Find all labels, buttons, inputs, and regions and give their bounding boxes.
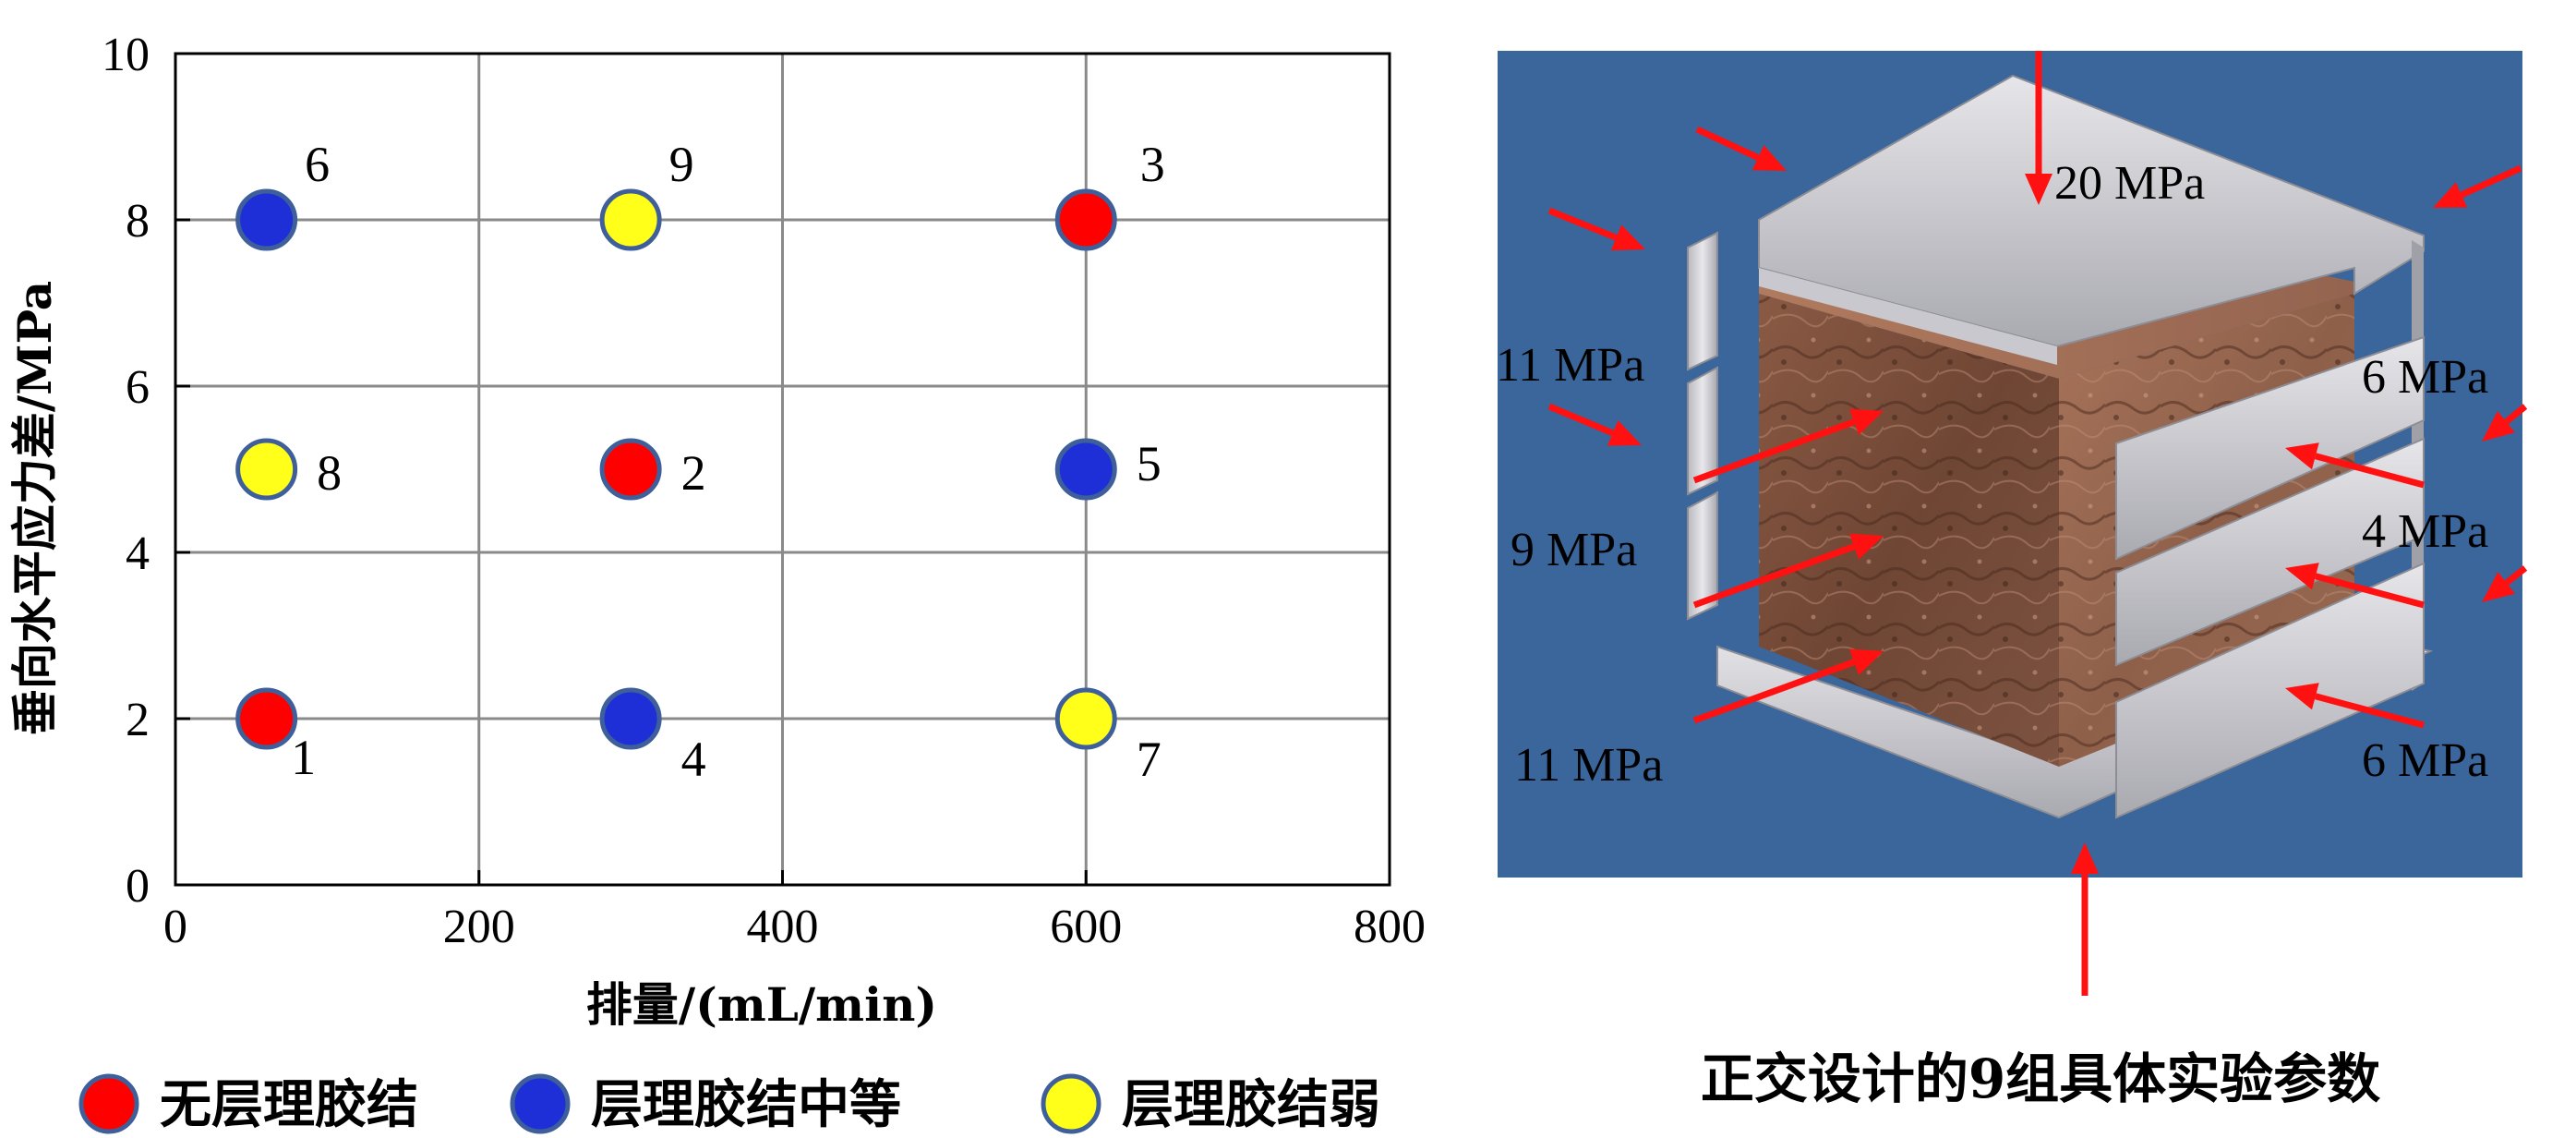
chart-grid: [175, 54, 1390, 885]
legend-marker: [78, 1073, 139, 1134]
stress-label-right-lower: 6 MPa: [2362, 734, 2488, 787]
arrow-into-left-lower: [1692, 648, 1884, 724]
legend: 无层理胶结 层理胶结中等 层理胶结弱: [78, 1073, 1380, 1135]
arrow-left-upper: [1547, 403, 1642, 446]
data-point-label: 3: [1140, 137, 1165, 192]
data-points: 1 2 3 4 5 6 7 8 9: [235, 137, 1165, 787]
left-plate-lower: [1687, 490, 1718, 621]
data-point-1: [235, 687, 298, 750]
stress-label-left-middle: 9 MPa: [1511, 524, 1637, 576]
stress-label-left-lower: 11 MPa: [1514, 739, 1663, 792]
arrow-left-top: [1547, 207, 1645, 251]
data-point-8: [235, 438, 298, 501]
data-point-label: 4: [681, 732, 706, 787]
data-point-2: [599, 438, 662, 501]
diagram-caption: 正交设计的9组具体实验参数: [1701, 1047, 2380, 1110]
stress-label-left-upper: 11 MPa: [1496, 339, 1644, 392]
x-tick-label: 200: [443, 901, 515, 953]
arrow-into-left-upper: [1692, 408, 1884, 484]
stress-label-right-upper: 6 MPa: [2362, 351, 2488, 404]
y-tick-label: 6: [126, 361, 150, 414]
stress-arrows: [1547, 51, 2528, 996]
legend-label: 层理胶结弱: [1122, 1074, 1380, 1135]
legend-label: 层理胶结中等: [591, 1074, 901, 1135]
data-point-label: 8: [317, 445, 342, 501]
legend-marker: [510, 1073, 571, 1134]
data-point-4: [599, 687, 662, 750]
x-axis-ticks: 0 200 400 600 800: [163, 870, 1426, 953]
data-point-label: 1: [291, 730, 316, 785]
data-point-5: [1054, 438, 1117, 501]
data-point-label: 6: [305, 137, 330, 192]
x-tick-label: 0: [163, 901, 187, 953]
arrow-into-right-lower: [2285, 683, 2425, 729]
y-tick-label: 8: [126, 195, 150, 248]
arrow-right-top: [2433, 164, 2522, 208]
y-axis-title: 垂向水平应力差/MPa: [7, 281, 62, 735]
arrow-right-upper: [2482, 404, 2528, 442]
x-axis-title: 排量/(mL/min): [586, 977, 937, 1032]
y-tick-label: 2: [126, 694, 150, 746]
data-point-3: [1054, 188, 1117, 251]
stress-label-right-middle: 4 MPa: [2362, 505, 2488, 558]
arrow-bottom-up: [2071, 842, 2099, 996]
x-tick-label: 800: [1354, 901, 1426, 953]
rock-left-face-texture: [1759, 294, 2059, 767]
y-tick-label: 10: [102, 29, 150, 81]
scatter-chart: 0 200 400 600 800 0 2 4 6 8 10 排量/(mL/min) 垂向水平应力…: [7, 29, 1426, 1135]
data-point-label: 2: [681, 445, 706, 501]
data-point-label: 9: [669, 137, 694, 192]
x-tick-label: 400: [747, 901, 819, 953]
arrow-back-left: [1695, 126, 1787, 171]
right-plate-middle: [2115, 437, 2425, 667]
x-tick-label: 600: [1050, 901, 1122, 953]
arrow-into-right-middle: [2285, 563, 2425, 609]
arrow-into-right-upper: [2285, 442, 2425, 489]
left-plate-middle: [1687, 366, 1718, 496]
arrow-top-down: [2025, 51, 2052, 205]
arrow-right-middle: [2482, 565, 2528, 602]
arrow-into-left-middle: [1692, 533, 1884, 609]
left-plate-upper: [1687, 231, 1718, 371]
y-tick-label: 0: [126, 860, 150, 913]
data-point-label: 7: [1137, 732, 1162, 787]
data-point-7: [1054, 687, 1117, 750]
data-point-label: 5: [1137, 436, 1162, 491]
data-point-9: [599, 188, 662, 251]
y-tick-label: 4: [126, 527, 150, 580]
triaxial-loading-diagram: 20 MPa 11 MPa 9 MPa 11 MPa 6 MPa 4 MPa 6…: [1496, 51, 2528, 1110]
top-plate-inner-corner: [1759, 268, 2057, 365]
legend-label: 无层理胶结: [160, 1074, 418, 1135]
right-plate-upper: [2115, 335, 2425, 561]
y-axis-ticks: 0 2 4 6 8 10: [102, 29, 190, 913]
stress-label-top: 20 MPa: [2054, 157, 2205, 210]
right-plate-lower: [2115, 562, 2425, 819]
legend-marker: [1041, 1073, 1101, 1134]
data-point-6: [235, 188, 298, 251]
